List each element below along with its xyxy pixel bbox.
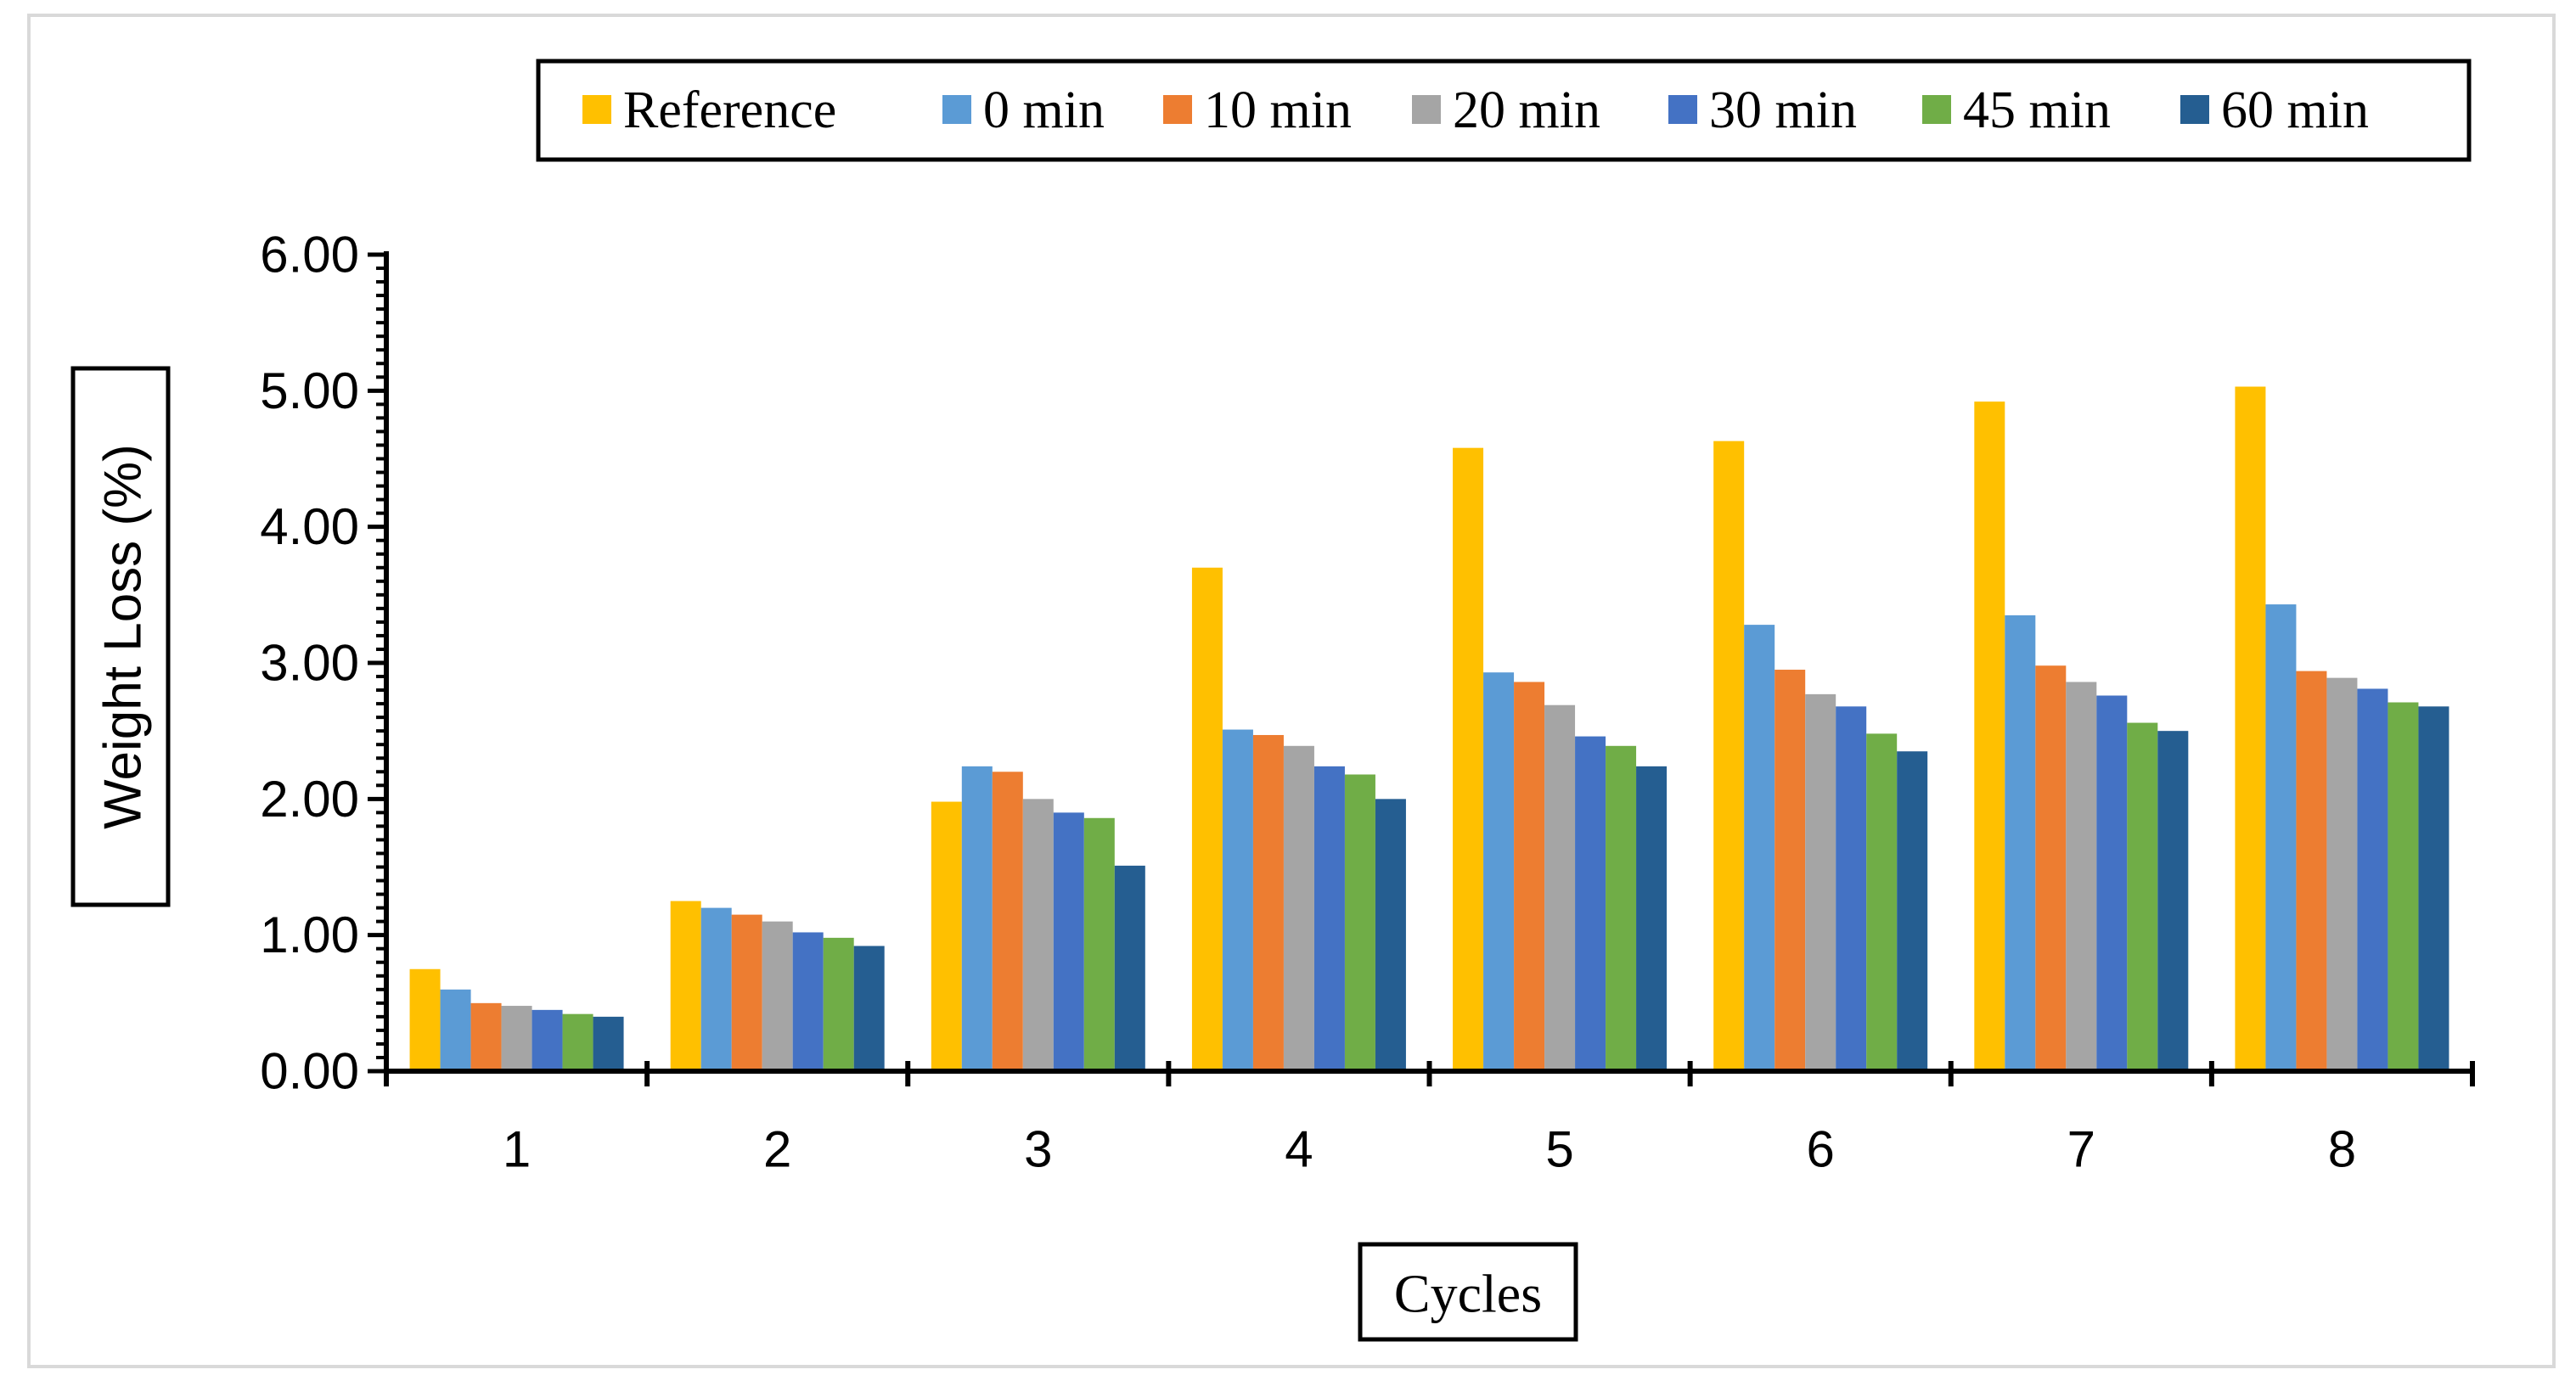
- bar-0-min-cycle-4: [1222, 729, 1253, 1071]
- legend-box: [536, 59, 2472, 162]
- bar-10-min-cycle-4: [1252, 734, 1284, 1071]
- bar-0-min-cycle-6: [1744, 625, 1775, 1071]
- x-tick-label: 8: [2328, 1121, 2356, 1178]
- legend-swatch: [1668, 95, 1697, 124]
- bar-0-min-cycle-3: [961, 766, 993, 1071]
- legend-label: 0 min: [983, 81, 1105, 139]
- y-tick-label: 2.00: [260, 771, 359, 828]
- x-tick-label: 5: [1545, 1121, 1573, 1178]
- x-axis-title-box: [1358, 1242, 1578, 1342]
- legend-swatch: [1163, 95, 1192, 124]
- bar-30-min-cycle-8: [2357, 688, 2388, 1071]
- bar-45-min-cycle-4: [1344, 774, 1375, 1071]
- bar-reference-cycle-3: [931, 801, 962, 1071]
- bar-60-min-cycle-4: [1375, 799, 1406, 1071]
- bar-0-min-cycle-7: [2005, 615, 2036, 1071]
- bar-30-min-cycle-4: [1313, 766, 1345, 1071]
- x-axis: 1 2 3 4 5 6 7 8: [384, 1061, 2475, 1178]
- bar-60-min-cycle-6: [1897, 751, 1928, 1071]
- bar-reference-cycle-1: [409, 968, 441, 1071]
- bar-reference-cycle-2: [670, 901, 701, 1071]
- y-tick-label: 0.00: [260, 1043, 359, 1100]
- bar-reference-cycle-6: [1713, 441, 1745, 1071]
- legend-swatch: [942, 95, 971, 124]
- bar-20-min-cycle-5: [1544, 704, 1576, 1071]
- y-tick-label: 1.00: [260, 906, 359, 963]
- legend-swatch: [2180, 95, 2209, 124]
- bar-0-min-cycle-8: [2265, 604, 2297, 1071]
- y-axis-title-text: Weight Loss (%): [94, 444, 153, 829]
- bar-45-min-cycle-6: [1866, 733, 1898, 1071]
- bar-20-min-cycle-6: [1805, 693, 1836, 1071]
- x-tick-label: 1: [503, 1121, 531, 1178]
- bar-20-min-cycle-3: [1022, 799, 1054, 1071]
- bar-30-min-cycle-3: [1053, 812, 1084, 1071]
- bar-45-min-cycle-7: [2127, 722, 2158, 1071]
- bar-reference-cycle-7: [1974, 401, 2005, 1071]
- bar-60-min-cycle-3: [1114, 865, 1145, 1071]
- bar-0-min-cycle-2: [700, 907, 732, 1071]
- bar-0-min-cycle-5: [1483, 672, 1515, 1071]
- bar-60-min-cycle-5: [1636, 766, 1668, 1071]
- bar-10-min-cycle-7: [2035, 665, 2067, 1071]
- bar-30-min-cycle-2: [792, 932, 824, 1071]
- bar-30-min-cycle-7: [2096, 695, 2128, 1071]
- x-tick-label: 3: [1024, 1121, 1052, 1178]
- legend-label: 30 min: [1709, 81, 1857, 139]
- bar-30-min-cycle-6: [1836, 706, 1867, 1071]
- bar-60-min-cycle-8: [2418, 706, 2449, 1071]
- bar-45-min-cycle-8: [2388, 702, 2419, 1071]
- bar-reference-cycle-5: [1453, 447, 1484, 1071]
- legend-swatch: [1412, 95, 1441, 124]
- x-axis-title-text: Cycles: [1394, 1264, 1542, 1324]
- bar-20-min-cycle-4: [1283, 745, 1314, 1071]
- legend-label: 60 min: [2221, 81, 2369, 139]
- bar-reference-cycle-8: [2235, 386, 2266, 1072]
- legend-swatch: [1922, 95, 1951, 124]
- y-tick-label: 6.00: [260, 227, 359, 283]
- bar-30-min-cycle-5: [1575, 736, 1606, 1071]
- y-axis-title-box: [70, 366, 171, 907]
- chart-frame: [27, 14, 2556, 1368]
- bar-60-min-cycle-2: [853, 946, 885, 1071]
- legend-label: 10 min: [1204, 81, 1352, 139]
- legend-label: 45 min: [1963, 81, 2111, 139]
- bar-20-min-cycle-8: [2326, 677, 2358, 1071]
- x-tick-label: 7: [2067, 1121, 2095, 1178]
- bar-30-min-cycle-1: [532, 1009, 563, 1071]
- bar-60-min-cycle-1: [593, 1016, 624, 1071]
- legend: Reference 0 min 10 min 20 min 30 min 45 min 60…: [536, 59, 2472, 162]
- bar-20-min-cycle-2: [762, 921, 793, 1071]
- y-tick-label: 5.00: [260, 362, 359, 419]
- bar-10-min-cycle-2: [731, 914, 762, 1071]
- x-tick-label: 6: [1807, 1121, 1835, 1178]
- y-tick-label: 3.00: [260, 635, 359, 692]
- bar-10-min-cycle-8: [2296, 671, 2327, 1071]
- bar-10-min-cycle-5: [1514, 682, 1545, 1071]
- legend-label: Reference: [623, 81, 836, 139]
- bar-10-min-cycle-6: [1775, 670, 1806, 1071]
- bar-45-min-cycle-2: [823, 937, 854, 1071]
- bars: [409, 386, 2449, 1072]
- x-tick-label: 2: [763, 1121, 791, 1178]
- bar-20-min-cycle-1: [501, 1006, 532, 1071]
- bar-0-min-cycle-1: [440, 989, 471, 1071]
- x-axis-title: Cycles: [1358, 1242, 1578, 1342]
- bar-20-min-cycle-7: [2066, 682, 2097, 1071]
- bar-45-min-cycle-3: [1083, 817, 1115, 1071]
- x-tick-label: 4: [1285, 1121, 1313, 1178]
- y-tick-label: 4.00: [260, 498, 359, 555]
- bar-10-min-cycle-1: [470, 1002, 502, 1071]
- bar-45-min-cycle-1: [562, 1013, 593, 1071]
- legend-label: 20 min: [1453, 81, 1600, 139]
- bar-45-min-cycle-5: [1606, 745, 1637, 1071]
- y-axis-title: Weight Loss (%): [70, 366, 171, 907]
- legend-swatch: [582, 95, 611, 124]
- bar-10-min-cycle-3: [992, 772, 1023, 1071]
- bar-reference-cycle-4: [1191, 567, 1223, 1071]
- bar-60-min-cycle-7: [2157, 731, 2189, 1071]
